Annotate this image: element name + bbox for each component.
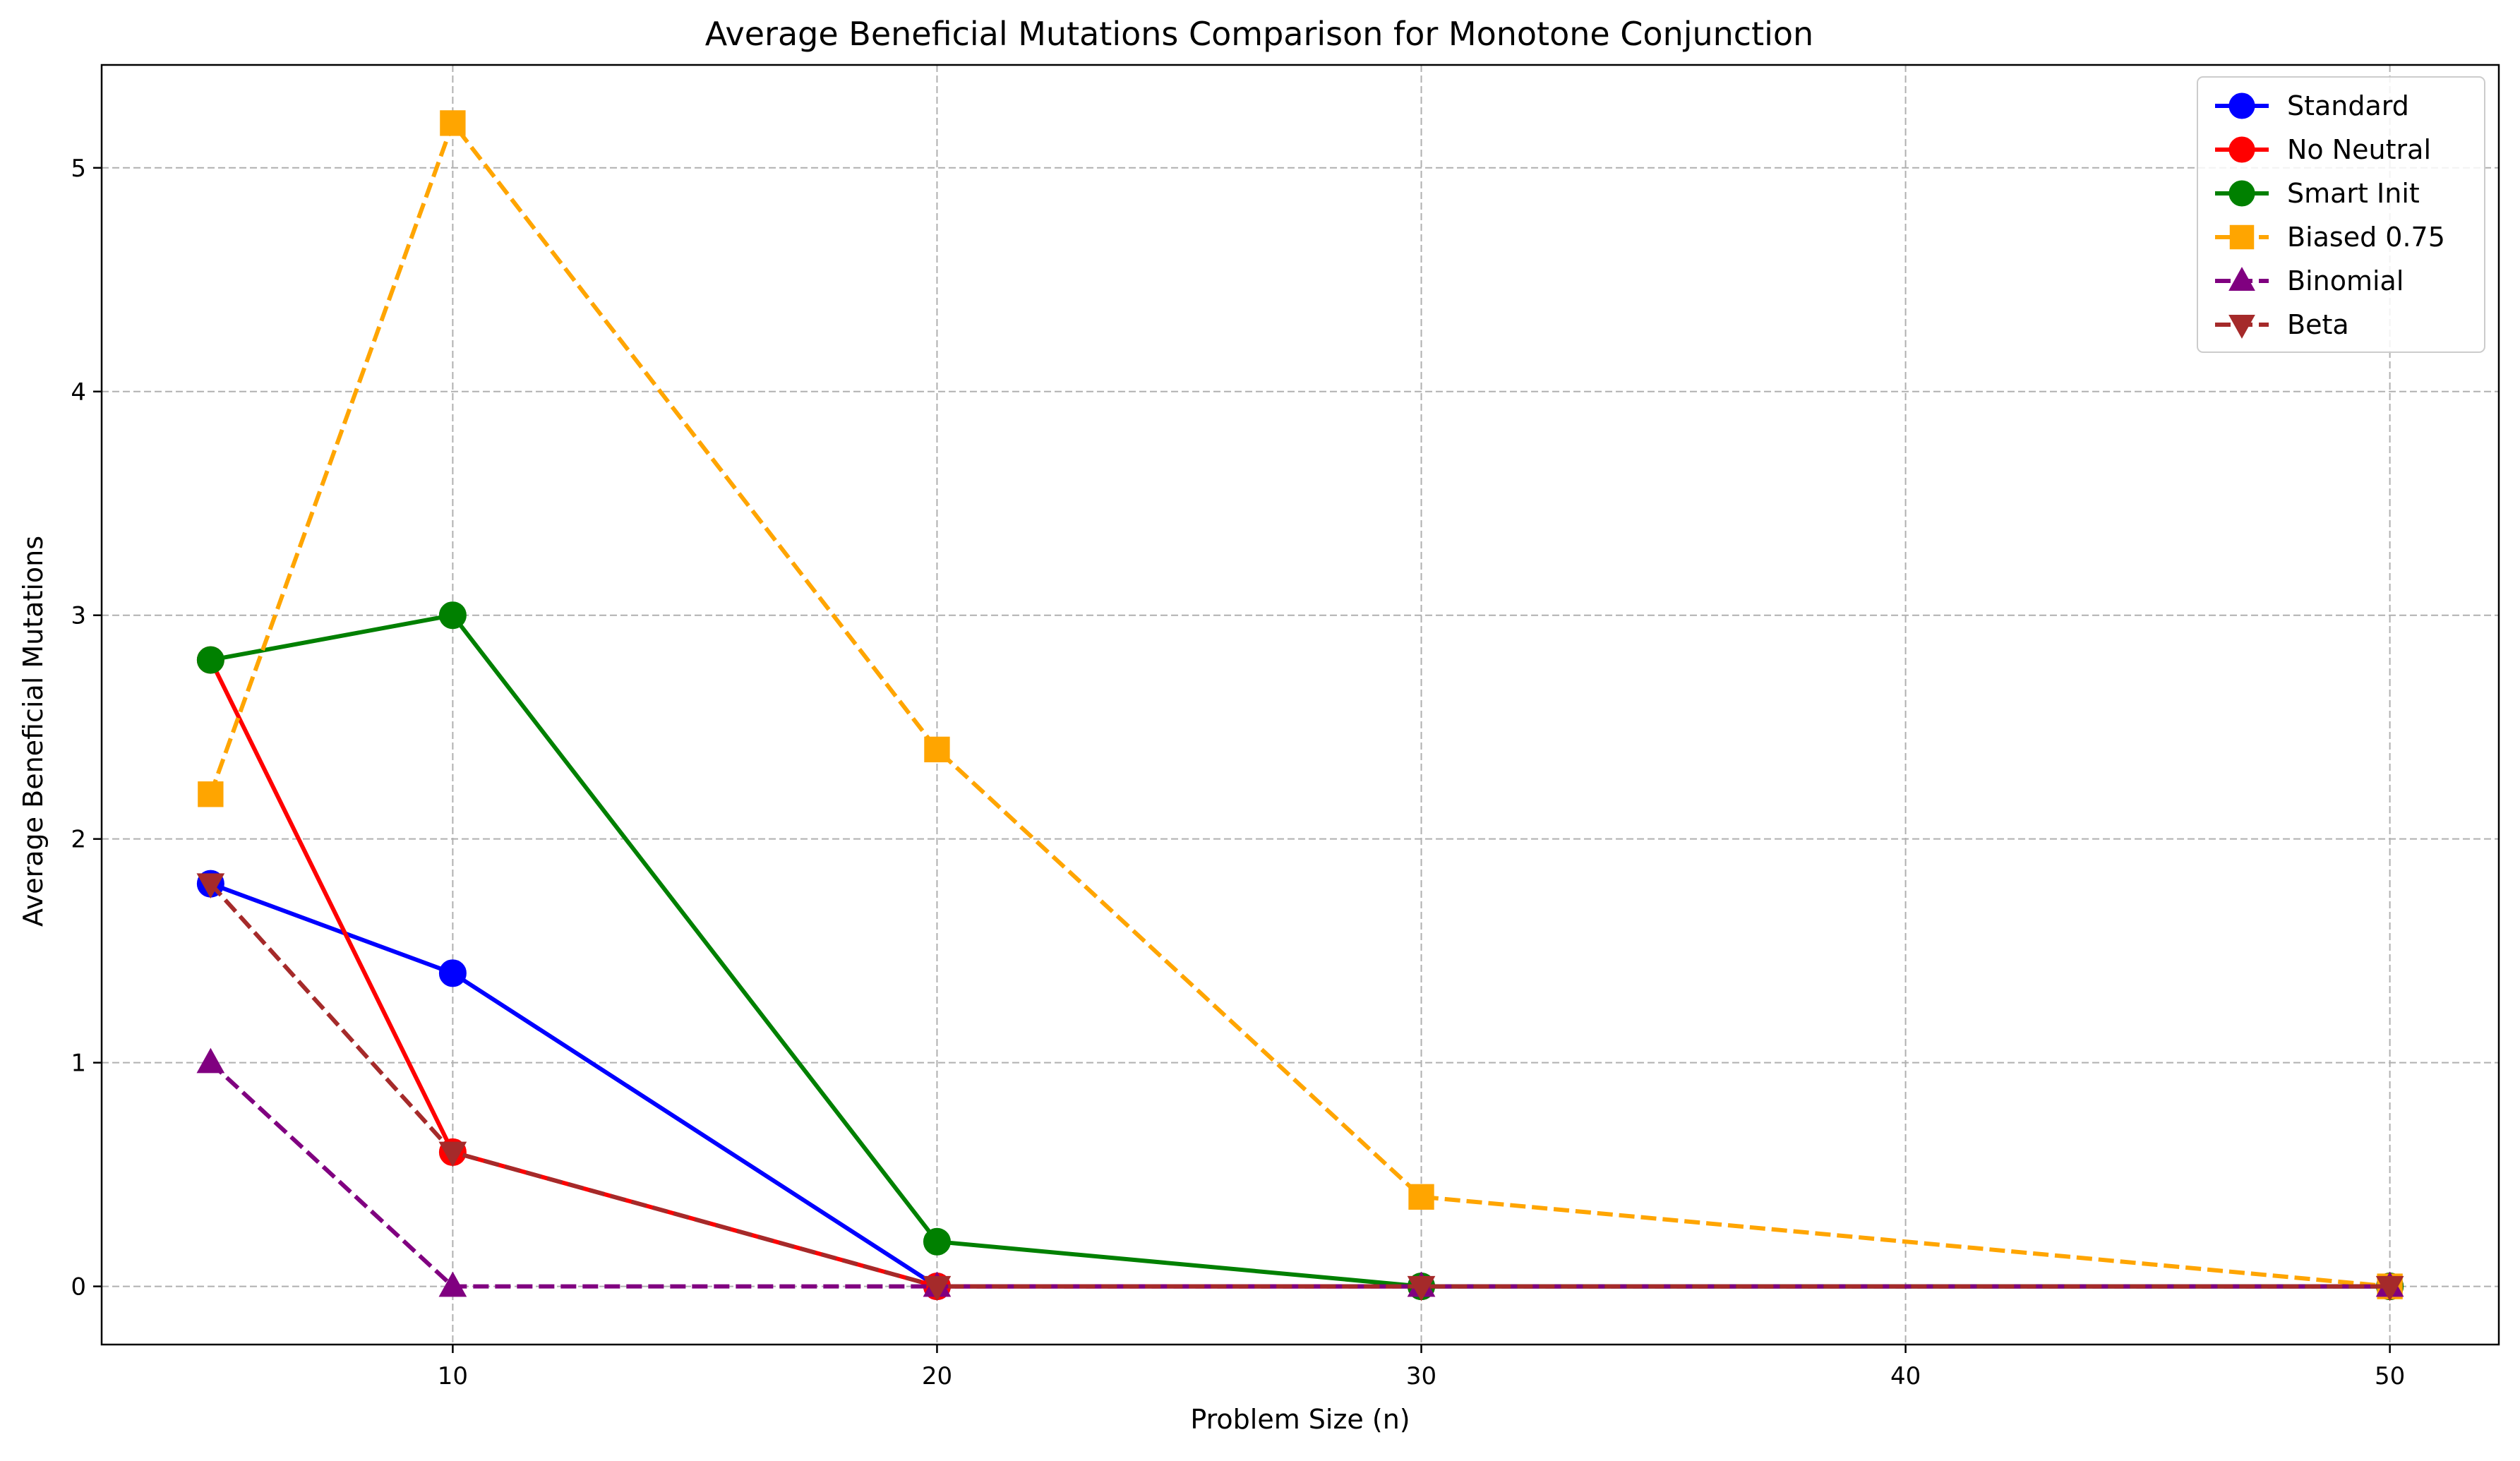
legend-label: Beta [2287,309,2349,340]
legend-label: Binomial [2287,265,2404,296]
gridlines [102,65,2499,1345]
data-point [196,873,225,899]
chart-title: Average Beneficial Mutations Comparison … [705,15,1813,53]
legend-item: No Neutral [2215,134,2431,165]
legend-marker [2228,267,2255,291]
y-axis-label: Average Beneficial Mutations [18,536,49,927]
data-point [196,1047,225,1074]
legend-item: Smart Init [2215,178,2420,209]
x-tick-label: 30 [1406,1362,1436,1390]
data-point [923,1227,951,1256]
series-5 [196,873,2404,1301]
data-point [438,1271,467,1297]
data-point [438,959,467,987]
data-point [440,110,466,136]
legend-marker [2228,315,2255,339]
legend-marker [2228,136,2255,163]
data-point [198,781,224,807]
x-tick-label: 20 [922,1362,952,1390]
y-tick-label: 3 [71,602,86,630]
x-tick-label: 10 [438,1362,468,1390]
y-tick-label: 1 [71,1050,86,1078]
x-tick-label: 40 [1890,1362,1921,1390]
y-tick-label: 5 [71,155,86,183]
data-point [924,736,950,763]
axes: 10 20 30 40 50 0 1 2 3 4 5 [71,64,2500,1390]
y-tick-label: 2 [71,826,86,854]
data-point [196,646,224,674]
y-tick-label: 4 [71,378,86,407]
legend-item: Binomial [2215,265,2404,296]
series-lines [196,110,2404,1301]
legend-label: Smart Init [2287,178,2420,209]
data-point [2375,1275,2404,1301]
data-point [1408,1184,1434,1210]
legend-marker [2228,180,2255,207]
y-tick-label: 0 [71,1273,86,1301]
data-point [923,1275,952,1301]
legend: Standard No Neutral Smart Init Biased 0.75 B… [2197,76,2485,353]
legend-marker [2229,224,2255,250]
legend-item: Standard [2215,90,2409,121]
data-point [438,1141,467,1167]
data-point [438,601,467,630]
x-tick-label: 50 [2375,1362,2405,1390]
legend-item: Beta [2215,309,2349,340]
legend-label: Standard [2287,90,2409,121]
legend-label: Biased 0.75 [2287,222,2445,253]
legend-marker [2228,92,2255,119]
x-axis-label: Problem Size (n) [1190,1404,1410,1435]
legend-item: Biased 0.75 [2215,222,2445,253]
legend-label: No Neutral [2287,134,2431,165]
plot-frame [100,64,2500,1346]
data-point [1407,1275,1436,1301]
legend-box [2197,76,2485,353]
